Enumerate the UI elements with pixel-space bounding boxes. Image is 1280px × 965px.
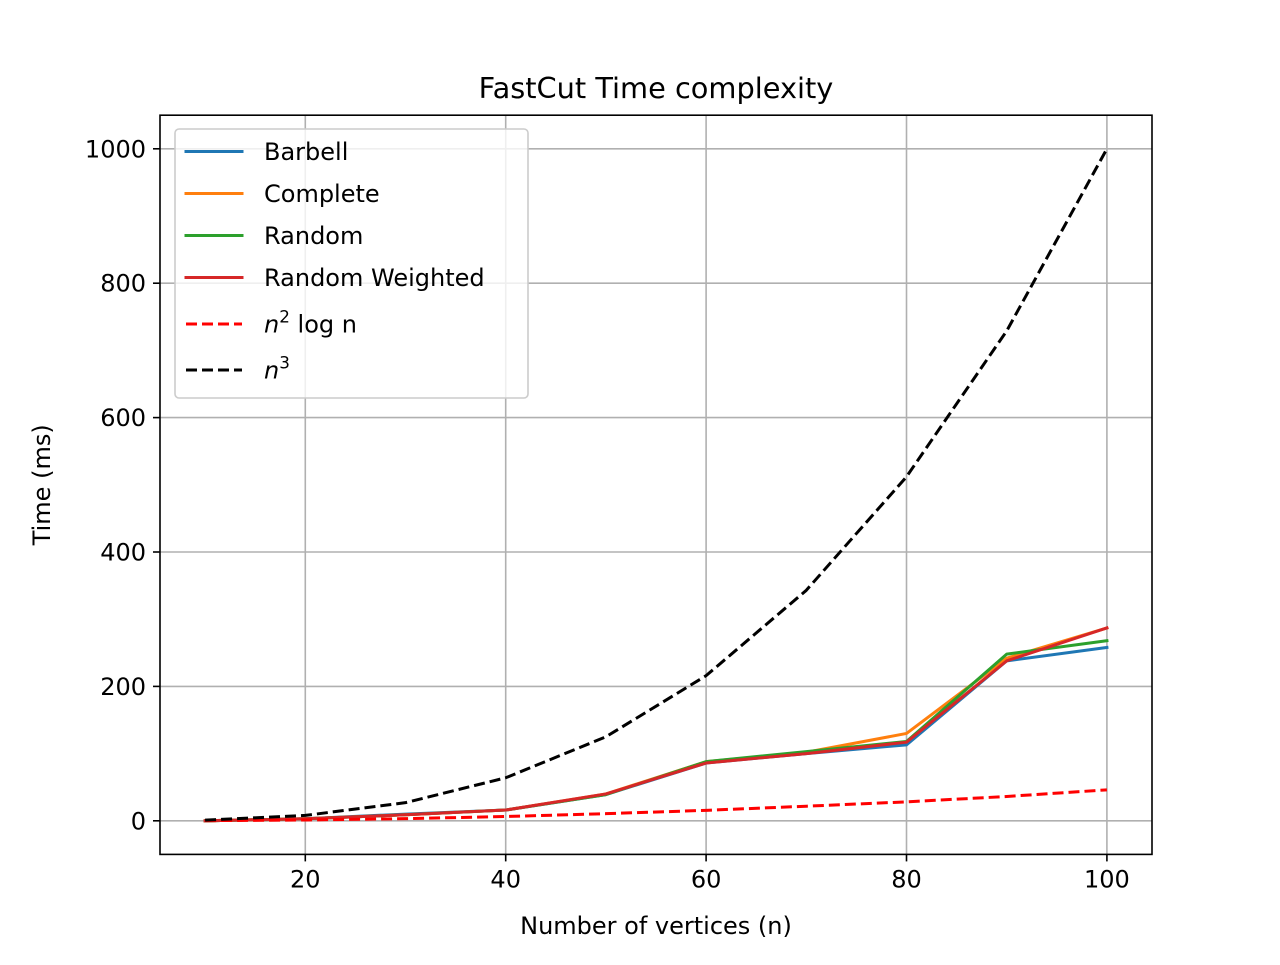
y-tick-label: 800: [100, 270, 146, 298]
legend-label-random: Random: [264, 222, 363, 250]
x-tick-label: 60: [691, 865, 722, 893]
x-axis-label: Number of vertices (n): [520, 912, 792, 940]
series-line-random-weighted: [203, 626, 1109, 823]
x-tick-label: 80: [891, 865, 922, 893]
x-tick-label: 100: [1084, 865, 1130, 893]
y-tick-label: 600: [100, 404, 146, 432]
y-tick-label: 200: [100, 673, 146, 701]
legend-label-random-weighted: Random Weighted: [264, 264, 485, 292]
legend: Barbell Complete Random Random Weighted n2 l…: [174, 128, 529, 399]
x-tick-label: 40: [490, 865, 521, 893]
x-tick-label: 20: [290, 865, 321, 893]
legend-label-barbell: Barbell: [264, 138, 348, 166]
y-tick-label: 1000: [85, 135, 146, 163]
series-line-n3: [205, 148, 1109, 822]
legend-label-complete: Complete: [264, 180, 380, 208]
y-tick-label: 0: [131, 807, 146, 835]
series-lines: [203, 148, 1109, 823]
y-tick-label: 400: [100, 539, 146, 567]
legend-label-n2-log-n: n2 log n: [264, 307, 357, 339]
chart-title: FastCut Time complexity: [479, 71, 834, 105]
series-line-n2-log-n: [205, 788, 1108, 823]
plot-area-frame: [159, 114, 1153, 856]
legend-label-n3: n3: [264, 353, 290, 385]
grid: [160, 115, 1152, 855]
legend-box: [174, 128, 529, 399]
y-axis-label: Time (ms): [28, 424, 56, 546]
